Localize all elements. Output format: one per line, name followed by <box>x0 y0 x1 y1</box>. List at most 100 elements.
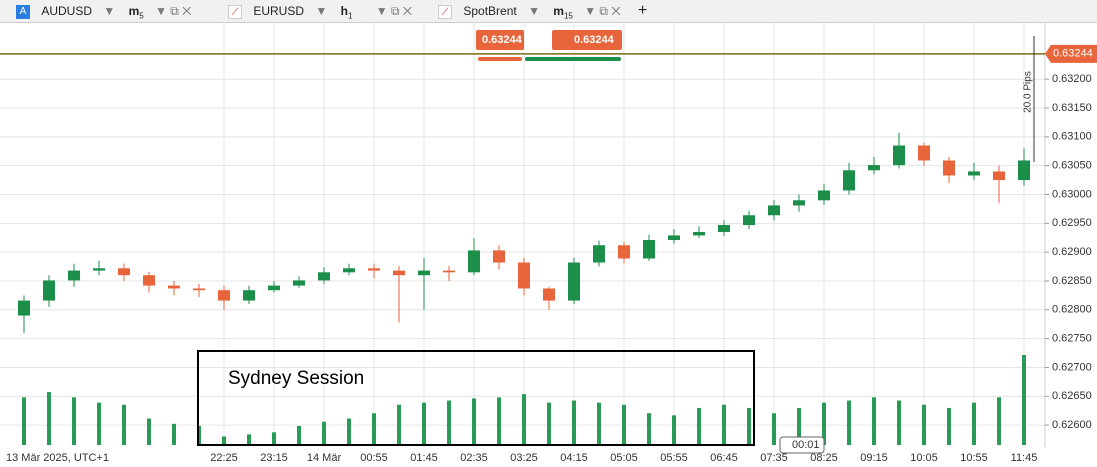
volume-bar <box>647 413 651 445</box>
chart: 0.63244 0.63244 0.62600 0.62650 0.62700 0.6… <box>0 22 1097 464</box>
y-tick-label: 0.62650 <box>1052 390 1092 402</box>
y-tick-label: 0.62850 <box>1052 275 1092 287</box>
volume-bar <box>72 397 76 445</box>
grid <box>0 22 1045 447</box>
candle-body <box>893 145 905 166</box>
candle-body <box>68 270 80 281</box>
candle-body <box>768 205 780 216</box>
volume-bar <box>672 415 676 445</box>
volume-bar <box>747 407 751 445</box>
x-tick-label: 03:25 <box>510 452 538 464</box>
candle-body <box>543 288 555 301</box>
y-tick-label: 0.62800 <box>1052 304 1092 316</box>
tab-icon: ⟋ <box>438 4 452 19</box>
y-tick-label: 0.63200 <box>1052 73 1092 85</box>
volume-bar <box>997 397 1001 445</box>
tab-period: 15 <box>563 11 573 21</box>
price-tag <box>1045 44 1097 63</box>
candle-body <box>668 235 680 241</box>
volume-bar <box>372 413 376 445</box>
x-tick-label: 01:45 <box>410 452 438 464</box>
volume-bar <box>22 397 26 445</box>
tab-timeframe: h <box>340 4 348 18</box>
volume-bar <box>847 400 851 445</box>
sell-button[interactable] <box>476 30 524 50</box>
candle-body <box>293 280 305 286</box>
volume-bar <box>147 418 151 445</box>
candle-body <box>318 272 330 281</box>
volume-bar <box>422 402 426 445</box>
candle-body <box>143 275 155 286</box>
y-tick-label: 0.62600 <box>1052 419 1092 431</box>
candle-body <box>118 268 130 276</box>
volume-bar <box>397 404 401 445</box>
volume-bar <box>247 434 251 445</box>
tab-period: 1 <box>347 11 353 21</box>
x-tick-label: 05:55 <box>660 452 688 464</box>
x-tick-label: 23:15 <box>260 452 288 464</box>
volume-bar <box>122 404 126 445</box>
volume-bar <box>222 436 226 445</box>
candle-body <box>518 262 530 289</box>
volume-bar <box>622 404 626 445</box>
volume-bar <box>872 397 876 445</box>
candle-body <box>943 160 955 176</box>
tab-timeframe: m <box>128 4 140 18</box>
candle-body <box>568 262 580 301</box>
countdown: 00:01 <box>792 439 820 451</box>
y-tick-label: 0.62700 <box>1052 361 1092 373</box>
candle-body <box>818 190 830 201</box>
volume-bar <box>697 407 701 445</box>
candle-body <box>968 171 980 176</box>
volume-bar <box>447 400 451 445</box>
tab[interactable]: ⟋ EURUSD ▼ h1 ▼ ⧉ ✕ <box>228 0 412 22</box>
y-tick-label: 0.62750 <box>1052 333 1092 345</box>
buy-bar <box>525 57 621 61</box>
volume-bar <box>597 402 601 445</box>
x-tick-label: 02:35 <box>460 452 488 464</box>
candle-body <box>693 231 705 236</box>
tab[interactable]: A AUDUSD ▼ m5 ▼ ⧉ ✕ <box>16 0 191 22</box>
y-tick-label: 0.63100 <box>1052 131 1092 143</box>
y-tick-label: 0.62950 <box>1052 217 1092 229</box>
price-label: 0.63244 <box>1053 48 1093 60</box>
buy-button[interactable] <box>552 30 622 50</box>
add-tab[interactable]: + <box>637 2 648 19</box>
tab-period: 5 <box>139 11 144 21</box>
y-tick-label: 0.62900 <box>1052 246 1092 258</box>
candle-body <box>268 285 280 291</box>
tab-bar: A AUDUSD ▼ m5 ▼ ⧉ ✕ ⟋ EURUSD ▼ h1 ▼ ⧉ ✕ … <box>0 0 1097 23</box>
candle-body <box>868 165 880 171</box>
volume-bar <box>772 413 776 445</box>
x-tick-label: 14 Mär <box>307 452 342 464</box>
candle-body <box>368 268 380 271</box>
candle-body <box>168 285 180 289</box>
tab-symbol: AUDUSD <box>41 4 93 18</box>
volume-bar <box>347 418 351 445</box>
candle-body <box>468 250 480 273</box>
tab[interactable]: ⟋ SpotBrent ▼ m15 ▼ ⧉ ✕ + <box>438 0 647 22</box>
x-tick-label: 04:15 <box>560 452 588 464</box>
x-tick-label: 06:45 <box>710 452 738 464</box>
volume-bar <box>572 400 576 445</box>
candle-body <box>843 170 855 191</box>
candle-body <box>418 270 430 276</box>
candle-body <box>918 145 930 161</box>
candle-body <box>343 268 355 273</box>
volume-bar <box>322 421 326 445</box>
y-tick-label: 0.63050 <box>1052 160 1092 172</box>
x-tick-label: 05:05 <box>610 452 638 464</box>
candle-body <box>718 225 730 232</box>
y-tick-label: 0.63000 <box>1052 188 1092 200</box>
candle-body <box>793 200 805 206</box>
x-tick-label: 11:45 <box>1011 452 1038 464</box>
buy-price: 0.63244 <box>574 34 615 46</box>
tab-symbol: SpotBrent <box>463 4 517 18</box>
volume-bar <box>172 423 176 445</box>
candle-body <box>443 270 455 273</box>
x-tick-label: 09:15 <box>860 452 888 464</box>
volume-bar <box>897 400 901 445</box>
candle-body <box>743 215 755 226</box>
volume-bar <box>797 407 801 445</box>
x-tick-label: 10:05 <box>910 452 938 464</box>
